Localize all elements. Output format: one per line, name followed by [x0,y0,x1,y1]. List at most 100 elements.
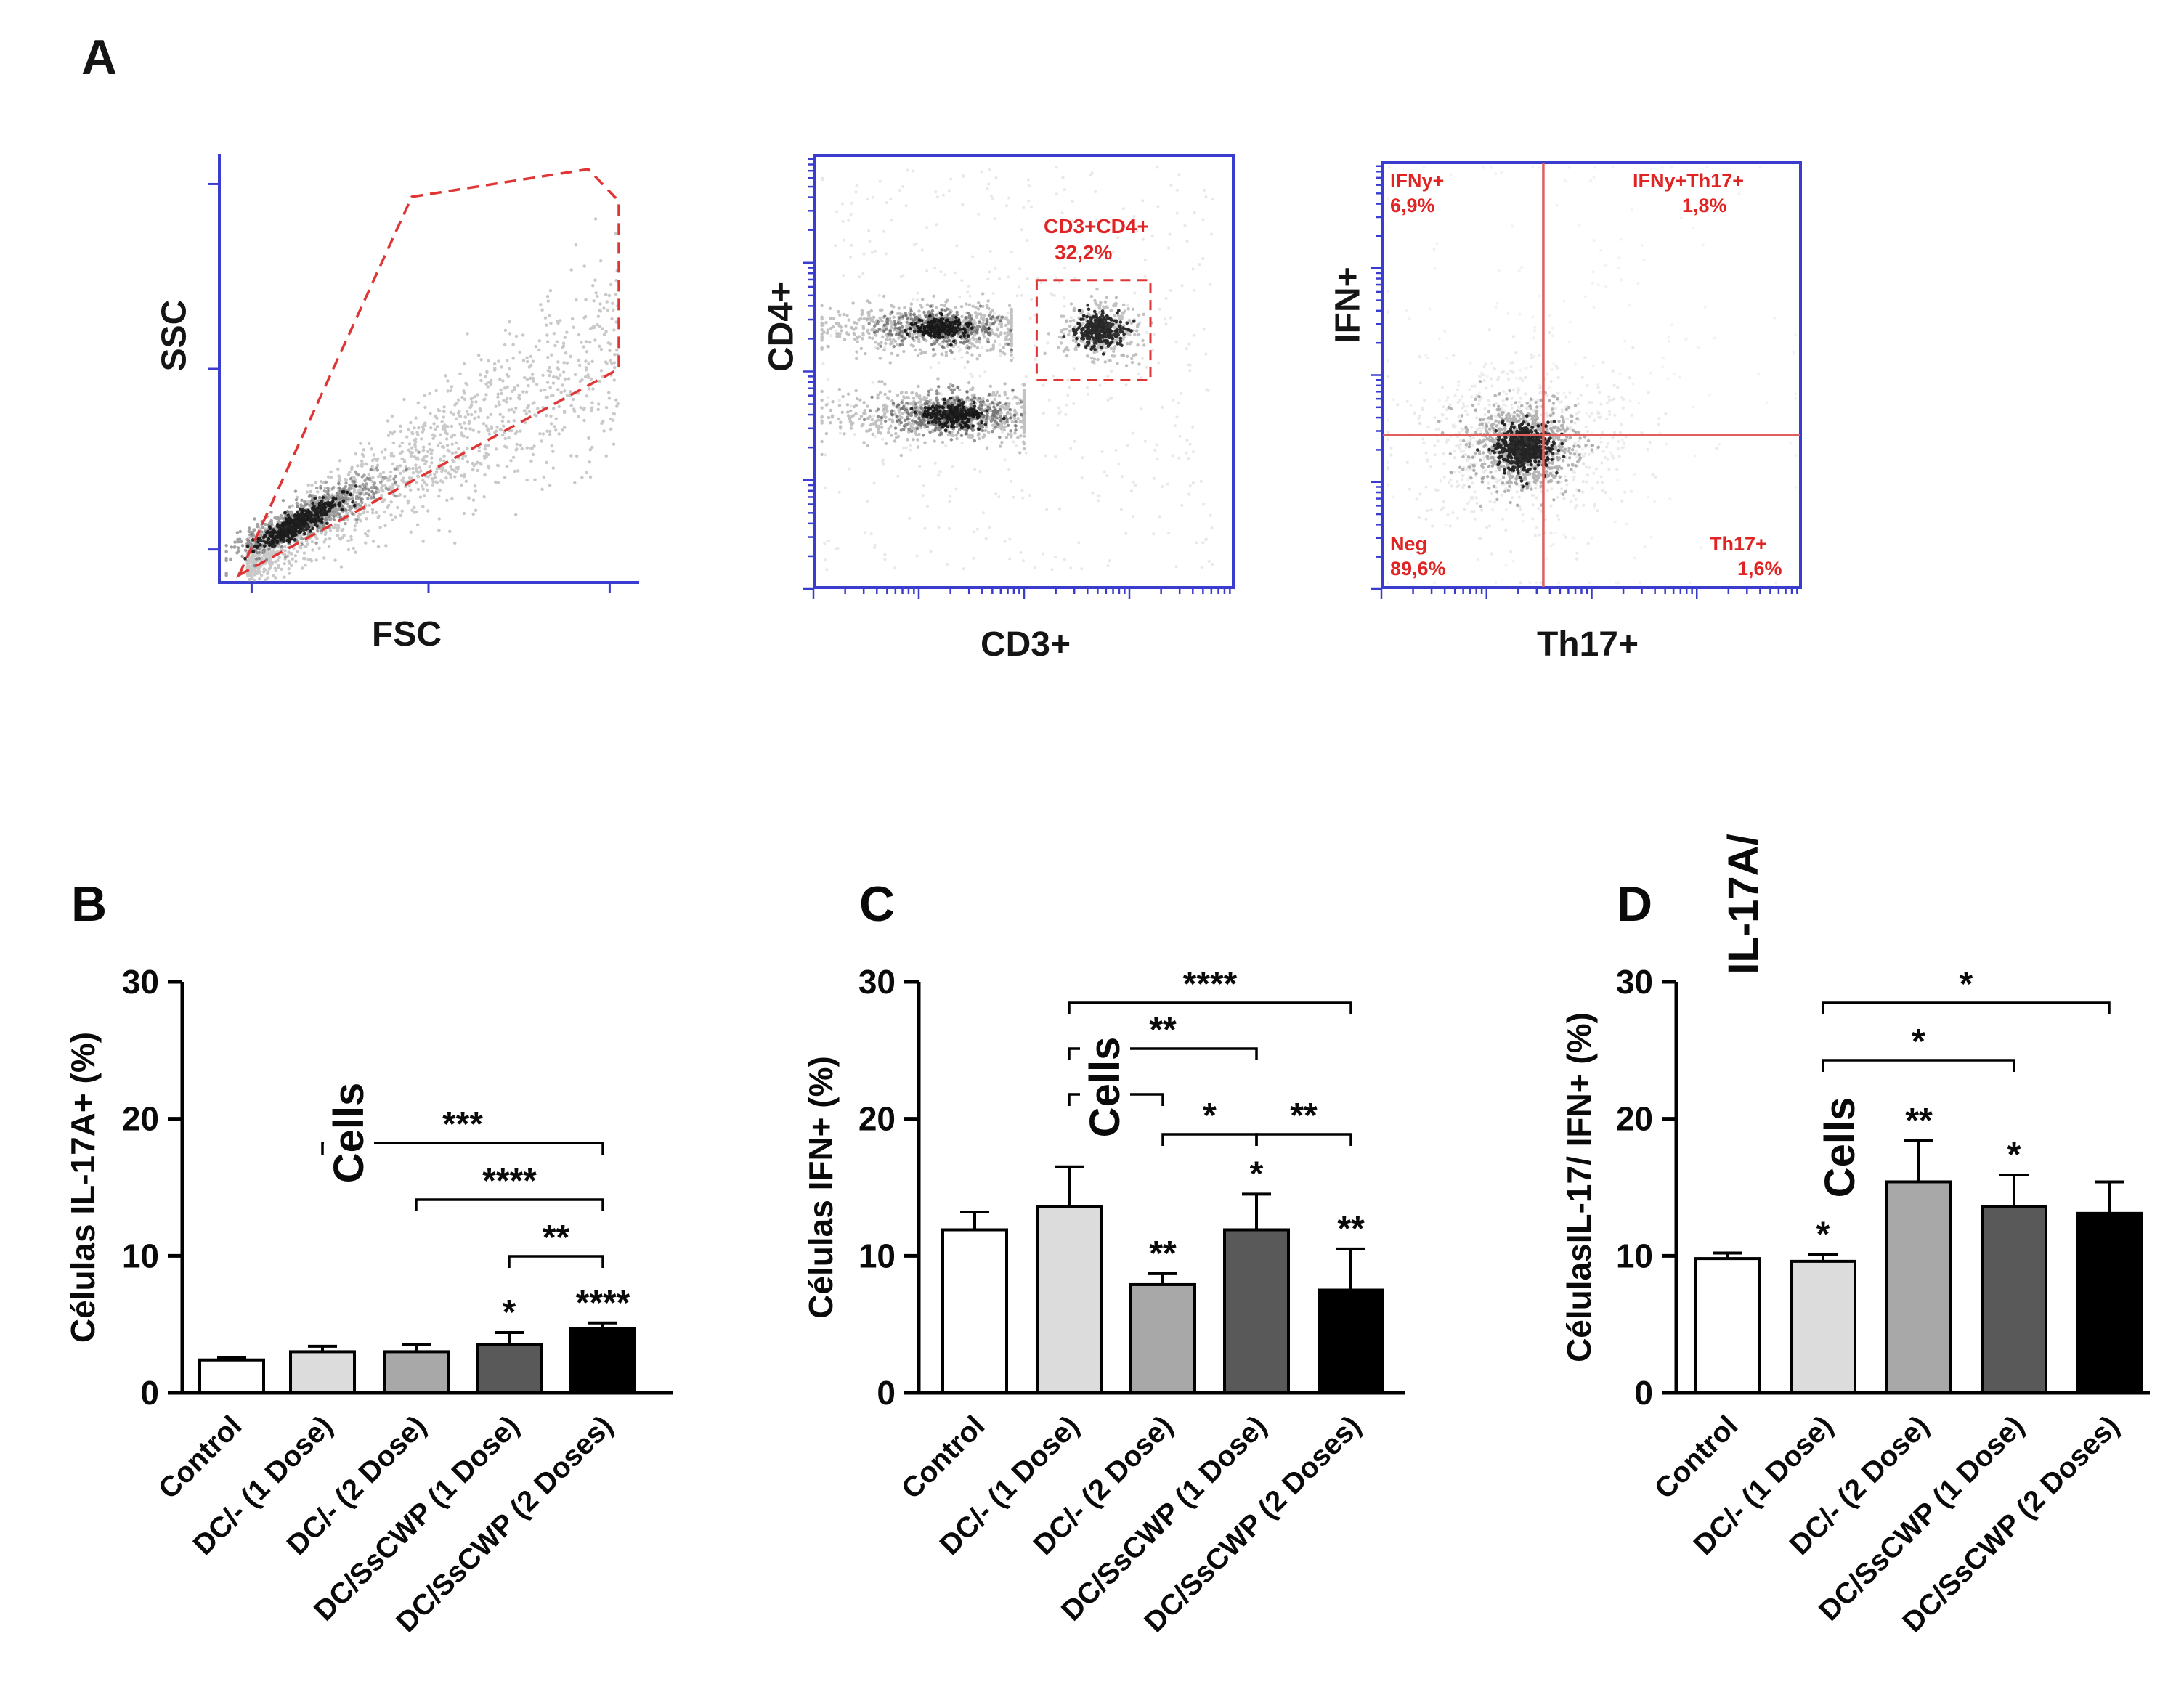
plot-frame [813,154,1235,589]
bracket-significance: **** [1183,965,1238,1004]
bracket-significance: **** [482,1162,537,1200]
sig-bracket [1255,1133,1352,1146]
sig-bracket [1822,1001,2111,1014]
fsc-ssc-core [243,484,358,561]
y-tick-label: 20 [122,1100,159,1138]
sig-bracket [321,1142,604,1155]
overlay-backdrop [324,1078,374,1188]
bracket-significance: ** [543,1219,570,1257]
y-tick-label: 30 [1616,963,1653,1001]
bar-significance: * [503,1293,516,1332]
bar-1 [1790,1259,1856,1394]
bar-2 [383,1350,450,1395]
bar-1 [1036,1205,1103,1394]
y-tick-label: 10 [1616,1237,1653,1274]
overlay-backdrop [1815,1092,1865,1203]
panel-a-label: A [81,30,118,85]
bar-3 [1981,1205,2047,1394]
y-axis-label: CélulasIL-17/ IFN+ (%) [1560,1012,1598,1362]
overlay-text: Cells [1816,1097,1864,1198]
overlay-backdrop [1718,829,1769,979]
bracket-significance: ** [1149,1011,1177,1049]
sig-bracket [415,1198,604,1211]
flow3-x-axis-label: Th17+ [1536,625,1639,664]
ifn-th17-core [1475,414,1566,489]
plot-frame [1381,161,1802,589]
bar-significance: ** [1337,1210,1365,1248]
quadrant-br-value: 1,6% [1737,558,1782,580]
cd3cd4-sparse [821,166,1215,572]
bracket-significance: * [1203,1097,1217,1135]
quadrant-br-label: Th17+ [1710,533,1767,555]
bar-3 [1223,1228,1290,1395]
bracket-significance: ** [1290,1097,1318,1135]
bar-significance: * [2007,1136,2021,1174]
y-axis-label: Células IL-17A+ (%) [64,1032,102,1343]
x-category-label: Control [896,1410,991,1505]
bracket-significance: *** [442,1105,483,1144]
bar-2 [1129,1282,1196,1395]
bar-significance: **** [576,1284,630,1322]
x-category-label: Control [153,1410,248,1505]
flow-plot-cd4-cd3 [803,154,1235,599]
panel-letter: B [71,877,107,932]
x-category-label: Control [1649,1410,1745,1505]
panel-letter: C [859,877,895,932]
bar-significance: * [1250,1155,1264,1193]
quadrant-bl-value: 89,6% [1390,558,1446,580]
bar-4 [2076,1211,2143,1395]
flow1-x-axis-label: FSC [372,615,442,654]
overlay-text: Cells [325,1083,373,1184]
bar-significance: ** [1149,1235,1177,1273]
sig-bracket [1822,1059,2015,1072]
bracket-significance: * [1960,965,1973,1004]
quadrant-tr-label: IFNy+Th17+ [1633,170,1745,192]
flow-plot-ifn-th17 [1371,161,1802,599]
y-tick-label: 0 [1634,1374,1653,1412]
cd3cd4-core [903,303,1136,432]
sig-bracket [1068,1001,1352,1014]
y-tick-label: 10 [122,1237,159,1274]
sig-bracket [1068,1047,1258,1060]
bar-significance: * [1816,1215,1830,1253]
y-tick-label: 20 [1616,1100,1653,1138]
quadrant-tl-label: IFNy+ [1390,170,1445,192]
overlay-backdrop [1080,1032,1130,1142]
y-axis-label: Células IFN+ (%) [802,1056,840,1319]
quadrant-tl-value: 6,9% [1390,195,1435,216]
bracket-significance: * [1912,1022,1925,1061]
flow2-x-axis-label: CD3+ [980,625,1071,664]
bar-4 [1318,1288,1384,1394]
bar-4 [569,1327,636,1394]
y-tick-label: 0 [140,1374,159,1412]
sig-bracket [508,1255,604,1268]
scatter-gate [236,168,620,579]
y-tick-label: 10 [858,1237,896,1274]
overlay-text: IL-17A/ [1720,834,1767,974]
flow-plot-ssc-fsc [208,154,639,593]
sig-bracket [1161,1133,1258,1146]
bar-0 [198,1358,265,1394]
cd3cd4-gate-value: 32,2% [1055,241,1113,264]
panel-letter: D [1617,877,1652,932]
cd3cd4-gate-label: CD3+CD4+ [1044,215,1149,237]
bar-3 [476,1343,543,1395]
y-tick-label: 0 [877,1374,896,1412]
y-tick-label: 30 [122,963,159,1001]
bar-significance: ** [1905,1102,1933,1140]
y-tick-label: 30 [858,963,896,1001]
cd3cd4-gate [1035,279,1152,381]
quadrant-tr-value: 1,8% [1682,195,1727,216]
overlay-text: Cells [1081,1037,1129,1138]
bar-0 [1694,1257,1761,1395]
y-tick-label: 20 [858,1100,896,1138]
bar-1 [289,1350,356,1395]
bar-0 [941,1228,1008,1395]
quadrant-bl-label: Neg [1390,533,1428,555]
bar-2 [1885,1180,1952,1395]
